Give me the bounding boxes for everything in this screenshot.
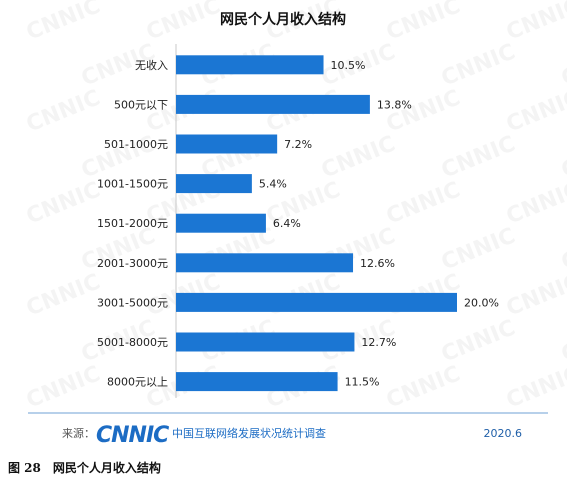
watermark-text: CNNIC <box>438 223 519 275</box>
category-label: 501-1000元 <box>104 138 168 151</box>
watermark-text: CNNIC <box>318 131 399 183</box>
watermark-text: CNNIC <box>383 361 464 413</box>
bars-layer: 无收入 10.5% 500元以下 13.8% 501-1000元 7.2% 1001-150… <box>97 55 499 392</box>
chart-title: 网民个人月收入结构 <box>220 11 346 28</box>
value-label: 13.8% <box>377 98 412 111</box>
bar <box>176 292 457 312</box>
bar <box>176 55 324 75</box>
bar <box>176 134 278 154</box>
bar <box>176 94 370 114</box>
bar <box>176 372 338 392</box>
category-label: 500元以下 <box>114 98 168 111</box>
category-label: 5001-8000元 <box>97 336 168 349</box>
value-label: 10.5% <box>331 59 366 72</box>
category-label: 3001-5000元 <box>97 296 168 309</box>
category-label: 1001-1500元 <box>97 178 168 191</box>
watermark-text: CNNIC <box>143 0 224 46</box>
value-label: 12.6% <box>360 257 395 270</box>
value-label: 7.2% <box>284 138 312 151</box>
watermark-text: CNNIC <box>503 85 567 137</box>
watermark-text: CNNIC <box>558 223 567 275</box>
watermark-text: CNNIC <box>503 177 567 229</box>
watermark-text: CNNIC <box>23 177 104 229</box>
watermark-text: CNNIC <box>23 85 104 137</box>
value-label: 12.7% <box>361 336 396 349</box>
watermark-text: CNNIC <box>23 269 104 321</box>
value-label: 6.4% <box>273 217 301 230</box>
watermark-text: CNNIC <box>383 0 464 46</box>
watermark-text: CNNIC <box>558 39 567 91</box>
cnnic-logo: CNNIC <box>96 423 169 448</box>
source-date: 2020.6 <box>484 427 523 440</box>
bar <box>176 332 355 352</box>
watermark-text: CNNIC <box>503 269 567 321</box>
source-prefix: 来源： <box>62 426 95 440</box>
bar <box>176 174 252 194</box>
watermark-text: CNNIC <box>438 131 519 183</box>
watermark-text: CNNIC <box>438 39 519 91</box>
category-label: 无收入 <box>135 58 168 72</box>
source-org: 中国互联网络发展状况统计调查 <box>172 426 326 440</box>
watermark-text: CNNIC <box>23 361 104 413</box>
watermark-text: CNNIC <box>383 85 464 137</box>
watermark-text: CNNIC <box>503 361 567 413</box>
watermark-text: CNNIC <box>558 315 567 367</box>
value-label: 5.4% <box>259 178 287 191</box>
category-label: 2001-3000元 <box>97 257 168 270</box>
category-label: 8000元以上 <box>107 376 168 389</box>
watermark-text: CNNIC <box>383 177 464 229</box>
watermark-text: CNNIC <box>438 315 519 367</box>
value-label: 11.5% <box>345 376 380 389</box>
category-label: 1501-2000元 <box>97 217 168 230</box>
bar <box>176 253 354 273</box>
watermark-text: CNNIC <box>23 0 104 46</box>
watermark-text: CNNIC <box>558 131 567 183</box>
watermark-text: CNNIC <box>503 0 567 46</box>
bar <box>176 213 266 233</box>
chart-figure: CNNIC CNNIC CNNIC CNNIC CNNIC CNNIC CNNIC CNNIC… <box>22 0 567 448</box>
value-label: 20.0% <box>464 296 499 309</box>
figure-caption: 图 28 网民个人月收入结构 <box>8 461 161 475</box>
